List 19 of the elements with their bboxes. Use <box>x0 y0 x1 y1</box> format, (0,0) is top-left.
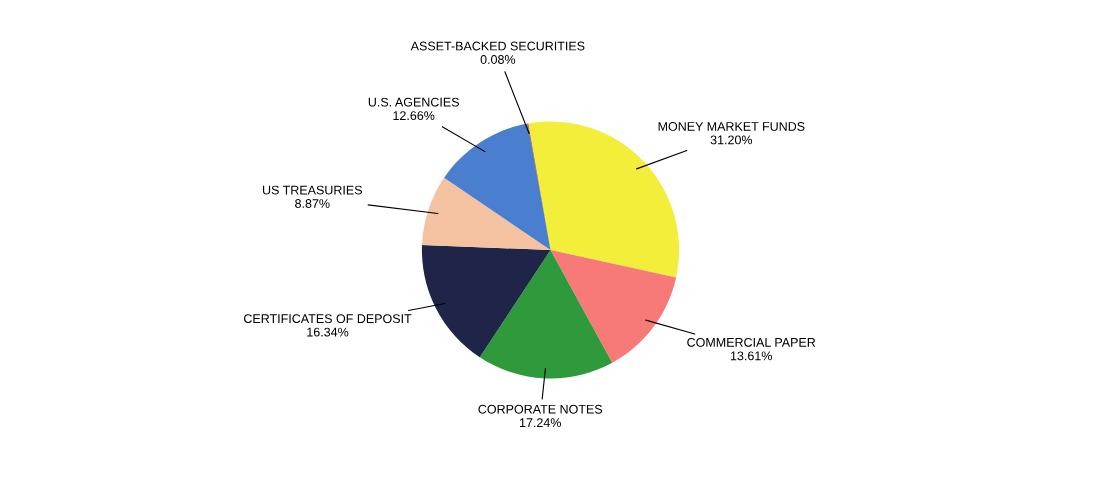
data-label: 0.08% <box>480 55 516 64</box>
pie-slice <box>422 177 551 250</box>
data-label: 16.34% <box>307 327 349 337</box>
pie-slice <box>550 250 677 363</box>
data-label: 13.61% <box>730 351 772 361</box>
slice-label: US TREASURIES <box>263 185 362 195</box>
data-label: 12.66% <box>393 111 435 121</box>
slice-label: U.S. AGENCIES <box>368 97 459 107</box>
slice-label: COMMERCIAL PAPER <box>687 337 816 347</box>
slice-label: CORPORATE NOTES <box>478 404 603 414</box>
data-label: 8.87% <box>295 199 330 208</box>
slice-label: MONEY MARKET FUNDS <box>658 122 805 131</box>
slice-label: CERTIFICATES OF DEPOSIT <box>244 314 412 324</box>
data-label: 17.24% <box>519 418 561 428</box>
pie-slice <box>444 123 551 250</box>
pie-slice <box>479 250 613 379</box>
data-label: 31.20% <box>710 135 753 145</box>
slice-label: ASSET-BACKED SECURITIES <box>410 41 585 51</box>
pie-slice <box>421 245 551 358</box>
